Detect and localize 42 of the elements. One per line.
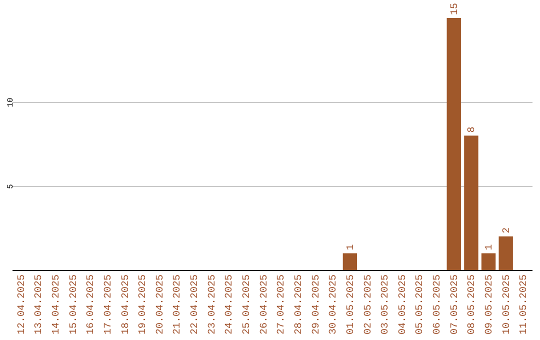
x-tick-label: 01.05.2025 xyxy=(346,274,357,335)
x-tick-label: 23.04.2025 xyxy=(207,274,218,335)
data-label: 2 xyxy=(502,227,513,234)
data-label: 8 xyxy=(467,126,478,133)
data-label: 1 xyxy=(346,244,357,250)
x-tick-label: 13.04.2025 xyxy=(34,274,46,335)
x-tick-label: 03.05.2025 xyxy=(380,274,392,335)
x-tick-label: 24.04.2025 xyxy=(224,274,236,335)
x-tick-label: 05.05.2025 xyxy=(415,274,426,335)
x-tick-label: 11.05.2025 xyxy=(519,274,530,335)
x-tick-label: 25.04.2025 xyxy=(242,274,254,335)
x-tick-label: 20.04.2025 xyxy=(155,274,166,335)
x-tick-label: 09.05.2025 xyxy=(484,274,496,335)
x-tick-label: 26.04.2025 xyxy=(259,274,270,335)
x-tick-label: 02.05.2025 xyxy=(363,274,374,335)
x-tick-label: 12.04.2025 xyxy=(16,274,28,335)
x-tick-label: 21.04.2025 xyxy=(172,274,184,335)
x-tick-label: 22.04.2025 xyxy=(190,274,202,335)
x-tick-label: 28.04.2025 xyxy=(294,274,305,335)
x-tick-label: 30.04.2025 xyxy=(328,274,340,335)
y-tick-label: 5 xyxy=(6,184,16,189)
bar xyxy=(342,253,358,270)
data-label: 1 xyxy=(484,244,496,250)
x-tick-label: 04.05.2025 xyxy=(398,274,409,335)
x-tick-label: 08.05.2025 xyxy=(467,274,478,335)
x-tick-label: 18.04.2025 xyxy=(120,274,132,335)
x-tick-label: 07.05.2025 xyxy=(450,274,461,335)
bar xyxy=(446,18,461,270)
x-tick-label: 27.04.2025 xyxy=(276,274,288,335)
x-tick-label: 06.05.2025 xyxy=(432,274,444,335)
y-tick-label: 10 xyxy=(6,98,16,108)
x-tick-label: 16.04.2025 xyxy=(86,274,98,335)
bar xyxy=(481,253,496,270)
data-label: 15 xyxy=(450,2,461,15)
x-tick-label: 17.04.2025 xyxy=(103,274,114,335)
bar xyxy=(464,136,478,270)
x-tick-label: 19.04.2025 xyxy=(138,274,150,335)
x-tick-label: 15.04.2025 xyxy=(68,274,80,335)
x-tick-label: 14.04.2025 xyxy=(51,274,62,335)
x-tick-label: 10.05.2025 xyxy=(502,274,513,335)
x-tick-label: 29.04.2025 xyxy=(311,274,322,335)
bar xyxy=(498,236,513,270)
